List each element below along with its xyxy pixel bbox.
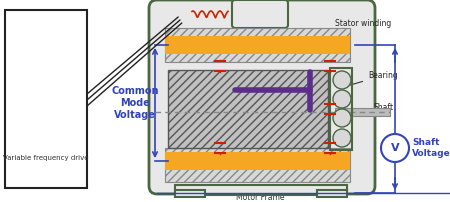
Bar (330, 68, 352, 150)
Text: Shaft: Shaft (373, 103, 393, 113)
Text: V: V (391, 143, 399, 153)
Bar (317, 190, 347, 197)
Bar (5, 10, 87, 188)
Circle shape (333, 129, 351, 147)
Bar (168, 70, 328, 148)
FancyBboxPatch shape (149, 0, 375, 194)
Bar (175, 185, 347, 195)
Bar (165, 28, 350, 62)
Text: Shaft
Voltage: Shaft Voltage (412, 138, 450, 158)
Text: Stator winding: Stator winding (299, 19, 391, 40)
Text: Rotor: Rotor (270, 134, 290, 142)
Text: Motor Frame: Motor Frame (236, 194, 284, 202)
Circle shape (333, 109, 351, 127)
Text: Variable frequency drive: Variable frequency drive (3, 155, 89, 161)
Text: Bearing: Bearing (344, 71, 398, 87)
Bar (165, 148, 350, 182)
Circle shape (381, 134, 409, 162)
Text: Common
Mode
Voltage: Common Mode Voltage (111, 86, 159, 120)
Circle shape (333, 71, 351, 89)
Bar (335, 108, 390, 116)
FancyBboxPatch shape (232, 0, 288, 28)
Bar (175, 190, 205, 197)
Bar (165, 152, 350, 170)
Circle shape (333, 90, 351, 108)
Bar (165, 36, 350, 54)
Text: Stator: Stator (273, 158, 297, 166)
